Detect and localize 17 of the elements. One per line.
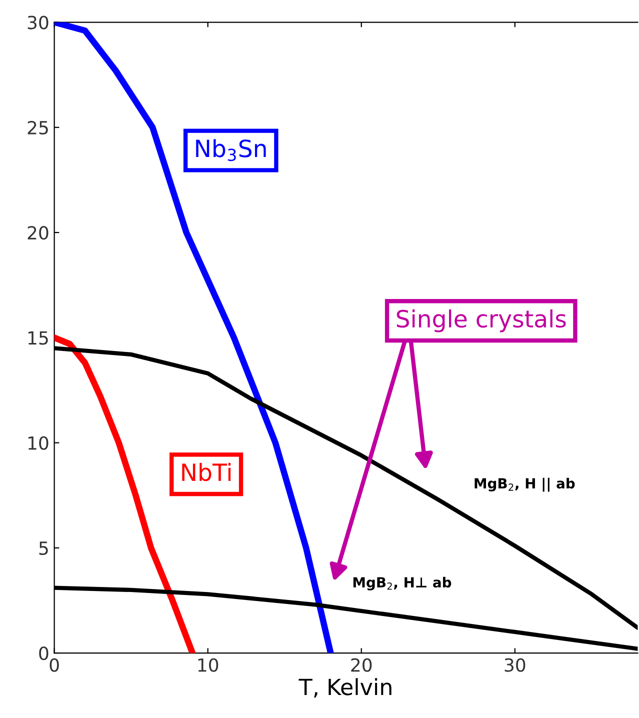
x-axis-title: T, Kelvin bbox=[298, 678, 392, 698]
x-tick-label: 0 bbox=[50, 658, 59, 672]
series-label: Nb$_{3}$Sn bbox=[196, 139, 266, 162]
y-tick-label: 30 bbox=[28, 16, 48, 30]
y-tick-label: 25 bbox=[28, 120, 48, 134]
y-tick-label: 0 bbox=[39, 646, 48, 660]
x-tick-label: 20 bbox=[351, 658, 372, 672]
series-label: MgB$_{2}$, H || ab bbox=[474, 478, 575, 492]
annotation: Single crystals bbox=[396, 309, 566, 332]
x-tick-label: 30 bbox=[504, 658, 526, 672]
y-tick-label: 5 bbox=[39, 542, 48, 556]
text: NbTi bbox=[182, 462, 231, 482]
series-label: MgB$_{2}$, H⊥ ab bbox=[353, 576, 452, 590]
y-tick-label: 15 bbox=[28, 331, 48, 345]
x-tick-label: 10 bbox=[198, 658, 218, 672]
y-tick-label: 20 bbox=[28, 226, 48, 240]
y-tick-label: 10 bbox=[28, 436, 48, 450]
